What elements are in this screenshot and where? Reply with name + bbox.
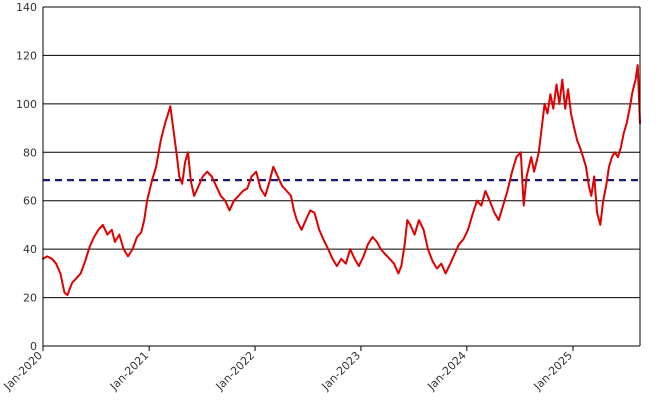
y-tick-label-80: 80 (23, 146, 37, 159)
series-line-0 (42, 64, 641, 297)
y-tick-label-0: 0 (30, 340, 37, 353)
y-tick-labels: 0 20 40 60 80 100 120 140 (16, 1, 37, 353)
y-tick-label-40: 40 (23, 243, 37, 256)
y-tick-label-140: 140 (16, 1, 37, 14)
y-tick-label-120: 120 (16, 49, 37, 62)
y-tick-label-20: 20 (23, 292, 37, 305)
y-tick-label-60: 60 (23, 195, 37, 208)
gridlines (43, 6, 640, 299)
y-tick-label-100: 100 (16, 98, 37, 111)
series-group (42, 64, 641, 297)
axes (42, 7, 641, 351)
